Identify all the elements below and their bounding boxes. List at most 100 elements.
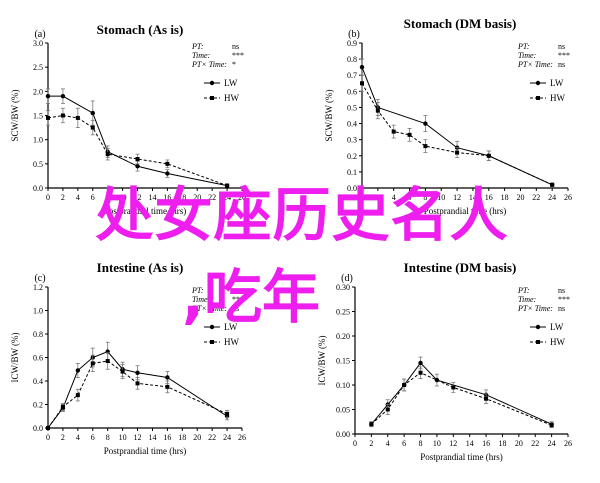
x-tick-label: 6: [91, 433, 95, 442]
x-tick-label: 4: [392, 193, 396, 202]
x-tick-label: 18: [178, 193, 186, 202]
x-tick-label: 0: [46, 433, 50, 442]
series-lw: [369, 356, 554, 428]
data-point: [60, 404, 65, 409]
data-point: [165, 171, 170, 176]
x-tick-label: 26: [564, 193, 572, 202]
y-axis-label: ICW/BW (%): [10, 332, 20, 382]
x-tick-label: 18: [498, 439, 506, 448]
panel-label: (b): [348, 29, 360, 40]
stats-value: ***: [232, 295, 244, 304]
series-hw: [360, 74, 555, 187]
y-tick-label: 0.2: [33, 401, 43, 410]
data-point: [434, 377, 440, 383]
x-tick-label: 20: [193, 193, 201, 202]
x-tick-label: 20: [515, 439, 523, 448]
data-point: [120, 369, 125, 374]
data-point: [423, 144, 428, 149]
data-point: [451, 385, 456, 390]
y-tick-label: 0.10: [336, 381, 350, 390]
x-tick-label: 22: [208, 193, 216, 202]
data-point: [385, 407, 390, 412]
y-tick-label: 0.05: [336, 406, 350, 415]
y-axis-label: SCW/BW (%): [324, 89, 334, 141]
x-tick-label: 6: [408, 193, 412, 202]
x-tick-label: 18: [178, 433, 186, 442]
x-tick-label: 18: [501, 193, 509, 202]
data-point: [135, 164, 140, 169]
y-tick-label: 3.0: [33, 39, 43, 48]
series-line: [361, 83, 553, 186]
stats-label: Time:: [518, 51, 537, 60]
data-point: [46, 426, 50, 430]
data-point: [105, 152, 110, 157]
x-tick-label: 22: [208, 433, 216, 442]
x-tick-label: 0: [353, 439, 357, 448]
x-tick-label: 20: [193, 433, 201, 442]
x-tick-label: 4: [386, 439, 390, 448]
stats-label: PT:: [191, 42, 204, 51]
legend-label: LW: [224, 322, 238, 332]
x-tick-label: 10: [119, 193, 127, 202]
stats-value: ns: [232, 304, 239, 313]
chart-title: Intestine (DM basis): [404, 260, 517, 275]
y-tick-label: 0.0: [33, 424, 43, 433]
x-tick-label: 2: [369, 439, 373, 448]
data-point: [135, 370, 140, 375]
panel-label: (a): [34, 29, 45, 40]
legend-marker: [535, 80, 541, 86]
legend-label: HW: [550, 337, 565, 347]
panel-label: (c): [34, 273, 45, 284]
x-tick-label: 14: [469, 193, 477, 202]
stats-value: ns: [232, 286, 239, 295]
x-tick-label: 4: [76, 193, 80, 202]
x-tick-label: 6: [402, 439, 406, 448]
y-tick-label: 0.30: [336, 283, 350, 292]
legend-marker: [209, 80, 215, 86]
legend-marker: [535, 324, 541, 330]
x-tick-label: 16: [163, 433, 171, 442]
data-point: [60, 113, 65, 118]
x-tick-label: 26: [564, 439, 572, 448]
stats-label: PT× Time:: [191, 60, 227, 69]
x-tick-label: 12: [453, 193, 461, 202]
data-point: [90, 110, 95, 116]
stats-value: ns: [558, 304, 565, 313]
y-tick-label: 1.5: [33, 112, 43, 121]
chart-title: Intestine (As is): [97, 260, 184, 275]
y-tick-label: 0.9: [347, 39, 357, 48]
y-tick-label: 1.0: [33, 307, 43, 316]
stats-value: ***: [558, 51, 570, 60]
y-axis-label: SCW/BW (%): [10, 89, 20, 141]
y-tick-label: 1.2: [33, 283, 43, 292]
legend-label: LW: [224, 78, 238, 88]
x-tick-label: 24: [548, 193, 556, 202]
x-tick-label: 0: [46, 193, 50, 202]
y-axis-label: ICW/BW (%): [317, 335, 327, 385]
legend-marker: [209, 324, 215, 330]
data-point: [105, 359, 110, 364]
data-point: [135, 381, 140, 386]
x-tick-label: 24: [548, 439, 556, 448]
stats-label: Time:: [518, 295, 537, 304]
data-point: [75, 393, 80, 398]
x-tick-label: 4: [76, 433, 80, 442]
y-tick-label: 0.20: [336, 332, 350, 341]
stats-value: ***: [232, 51, 244, 60]
legend-marker: [210, 96, 214, 100]
x-tick-label: 12: [449, 439, 457, 448]
data-point: [165, 161, 170, 166]
legend-marker: [536, 340, 540, 344]
series-line: [361, 66, 553, 186]
y-tick-label: 0.0: [33, 184, 43, 193]
x-tick-label: 0: [360, 193, 364, 202]
y-tick-label: 0.0: [347, 184, 357, 193]
x-tick-label: 14: [466, 439, 474, 448]
x-axis-label: Postprandial time (hrs): [424, 206, 507, 216]
y-tick-label: 0.4: [347, 120, 357, 129]
x-tick-label: 22: [532, 193, 540, 202]
x-tick-label: 16: [485, 193, 493, 202]
x-tick-label: 12: [134, 193, 142, 202]
stats-label: Time:: [192, 295, 211, 304]
